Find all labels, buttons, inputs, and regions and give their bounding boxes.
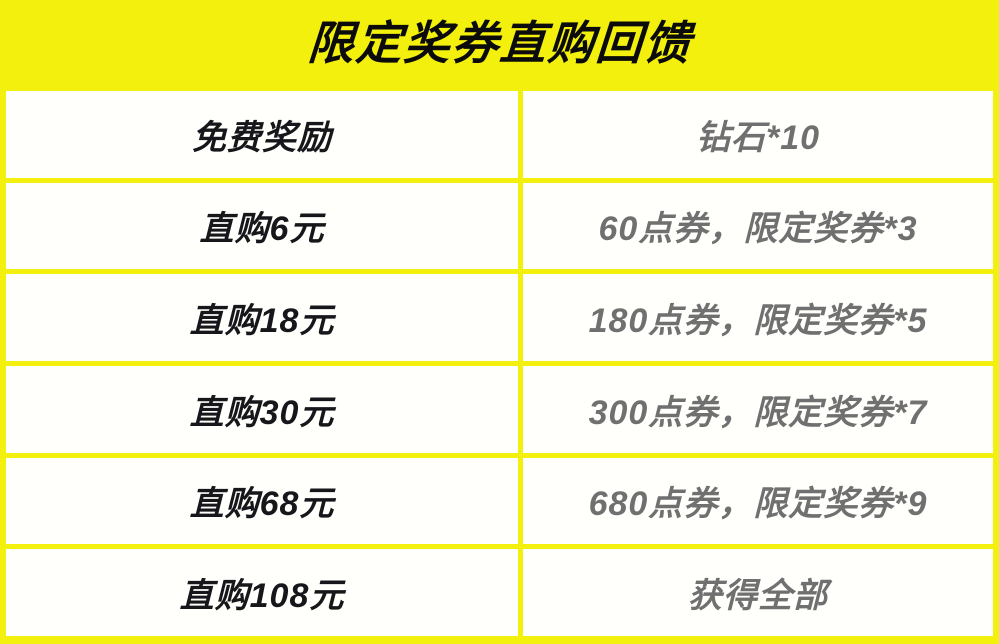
reward-value-cell: 获得全部 xyxy=(523,549,993,636)
reward-value-cell: 680点券，限定奖券*9 xyxy=(523,457,993,545)
reward-table: 免费奖励 钻石*10 直购6元 60点券，限定奖券*3 直购18元 180点券，… xyxy=(0,86,999,644)
title-banner: 限定奖券直购回馈 xyxy=(0,0,999,86)
reward-label-cell: 直购30元 xyxy=(6,365,518,453)
reward-value-cell: 180点券，限定奖券*5 xyxy=(523,274,993,361)
reward-label-cell: 免费奖励 xyxy=(6,91,518,178)
reward-label-cell: 直购108元 xyxy=(6,549,518,636)
reward-label-cell: 直购18元 xyxy=(6,274,518,361)
reward-value-cell: 钻石*10 xyxy=(523,91,993,178)
reward-label-cell: 直购6元 xyxy=(6,182,518,270)
page-title: 限定奖券直购回馈 xyxy=(305,17,694,69)
reward-value-cell: 300点券，限定奖券*7 xyxy=(523,365,993,453)
reward-label-cell: 直购68元 xyxy=(6,457,518,545)
reward-value-cell: 60点券，限定奖券*3 xyxy=(523,182,993,270)
